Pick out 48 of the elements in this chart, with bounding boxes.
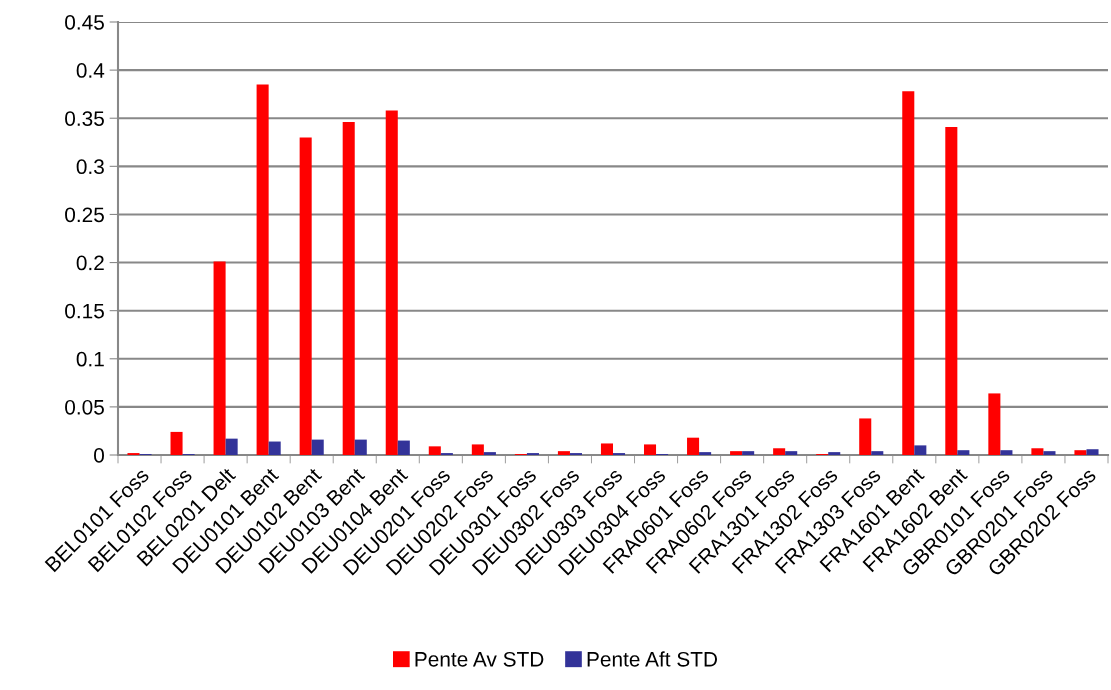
y-tick-label: 0.45: [65, 15, 104, 30]
y-tick-label: 0.15: [65, 303, 104, 319]
bar: [483, 452, 496, 455]
bar: [256, 84, 269, 455]
bar: [342, 122, 355, 455]
bar: [1000, 450, 1013, 455]
bar: [945, 126, 958, 455]
bar: [699, 452, 712, 455]
bar: [557, 451, 570, 455]
bar: [871, 451, 884, 455]
y-tick-label: 0.4: [76, 63, 105, 78]
bar: [299, 137, 312, 455]
bar: [385, 110, 398, 455]
bar: [957, 450, 970, 455]
y-tick-label: 0.05: [65, 399, 104, 415]
bar: [428, 446, 441, 455]
bar: [471, 444, 484, 455]
y-tick-label: 0.2: [76, 255, 104, 271]
y-tick-label: 0: [94, 448, 104, 463]
bar: [1074, 450, 1087, 455]
bar: [1031, 448, 1044, 455]
y-tick-label: 0.35: [65, 111, 104, 126]
bar: [687, 437, 700, 455]
bar: [828, 452, 841, 455]
bar: [311, 439, 324, 455]
bar: [1086, 449, 1099, 455]
legend-label: Pente Aft STD: [587, 651, 718, 667]
bar: [785, 451, 798, 455]
bar: [213, 261, 226, 455]
bar: [988, 393, 1001, 455]
bar: [773, 448, 786, 455]
bar: [643, 444, 657, 455]
y-tick-label: 0.3: [76, 159, 104, 175]
bar: [1043, 451, 1056, 455]
legend-label: Pente Av STD: [415, 651, 544, 667]
bar: [742, 451, 755, 455]
bar: [225, 438, 238, 455]
bar: [268, 441, 281, 455]
bar: [914, 445, 927, 455]
bar: [730, 451, 743, 455]
y-tick-label: 0.25: [65, 207, 104, 223]
bar: [859, 418, 872, 455]
y-tick-label: 0.1: [76, 351, 104, 367]
bar: [170, 431, 183, 455]
bar: [902, 91, 915, 455]
bar: [397, 440, 410, 455]
bar: [354, 439, 367, 455]
bar: [600, 443, 613, 455]
